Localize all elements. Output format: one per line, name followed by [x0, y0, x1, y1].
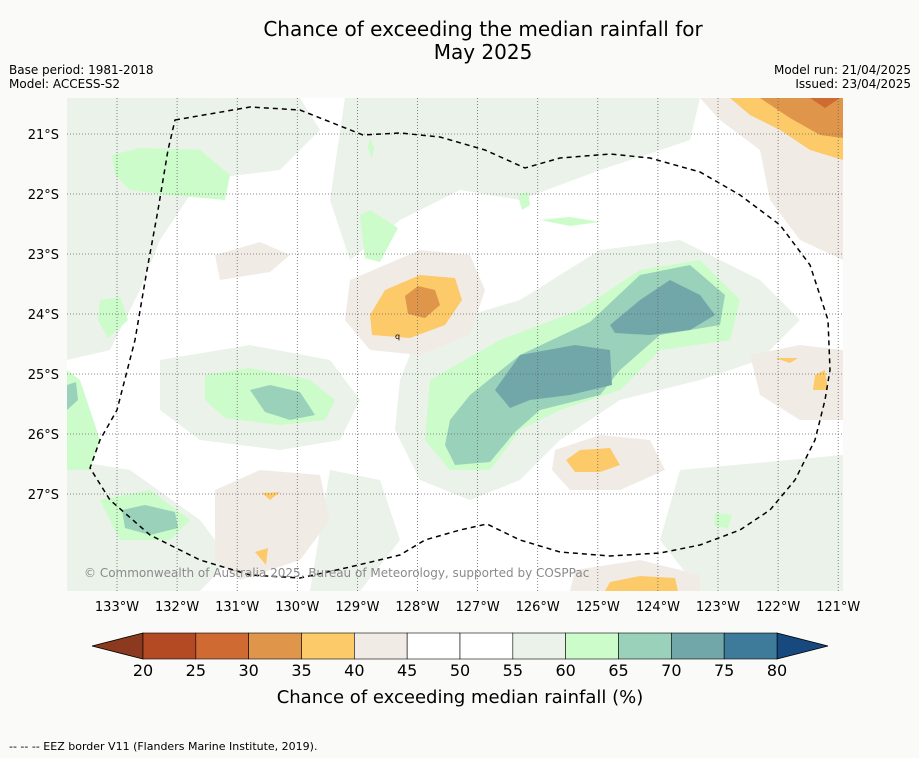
colorbar-swatch	[142, 632, 197, 660]
colorbar-low-extend	[91, 632, 144, 660]
colorbar-tick-label: 80	[767, 661, 787, 680]
lon-label: 132°W	[155, 600, 199, 615]
model-info: Base period: 1981-2018 Model: ACCESS-S2	[9, 63, 154, 91]
colorbar-tick-label: 65	[608, 661, 628, 680]
colorbar-swatch	[354, 632, 408, 660]
lon-label: 124°W	[636, 600, 680, 615]
latitude-labels: 21°S 22°S 23°S 24°S 25°S 26°S 27°S	[28, 128, 59, 503]
colorbar-swatch	[723, 632, 778, 660]
colorbar-swatch	[618, 632, 672, 660]
lon-label: 133°W	[95, 600, 139, 615]
lon-label: 131°W	[215, 600, 259, 615]
colorbar-swatch	[195, 632, 249, 660]
colorbar-swatch	[671, 632, 725, 660]
issued-date: Issued: 23/04/2025	[795, 77, 911, 91]
title-line-1: Chance of exceeding the median rainfall …	[263, 17, 703, 41]
map-title: Chance of exceeding the median rainfall …	[0, 18, 919, 64]
graticule	[67, 98, 843, 591]
lon-label: 128°W	[395, 600, 439, 615]
colorbar-swatch	[406, 632, 461, 660]
contour-30-35	[405, 98, 843, 318]
copyright-text: © Commonwealth of Australia 2025, Bureau…	[84, 566, 589, 580]
colorbar-tick-label: 30	[238, 661, 258, 680]
colorbar-swatch	[248, 632, 302, 660]
colorbar-tick-label: 60	[555, 661, 575, 680]
colorbar-tick-label: 50	[450, 661, 470, 680]
lon-label: 129°W	[335, 600, 379, 615]
title-line-2: May 2025	[433, 40, 533, 64]
colorbar-label: Chance of exceeding median rainfall (%)	[277, 687, 644, 708]
colorbar-tick-label: 35	[291, 661, 311, 680]
lon-label: 123°W	[696, 600, 740, 615]
lon-label: 122°W	[756, 600, 800, 615]
lat-label: 22°S	[28, 188, 59, 203]
model-run-date: Model run: 21/04/2025	[773, 63, 911, 77]
lon-label: 127°W	[456, 600, 500, 615]
lat-label: 23°S	[28, 248, 59, 263]
eez-legend-note: -- -- -- EEZ border V11 (Flanders Marine…	[9, 740, 318, 753]
longitude-labels: 133°W 132°W 131°W 130°W 129°W 128°W 127°W 126°W…	[95, 600, 861, 615]
colorbar-swatch	[301, 632, 355, 660]
forecast-map: q © Commonwealth of Australia 2025, Bure…	[28, 98, 861, 708]
lon-label: 130°W	[275, 600, 319, 615]
map-panel: q	[67, 98, 843, 591]
lat-label: 25°S	[28, 368, 59, 383]
lat-label: 26°S	[28, 428, 59, 443]
colorbar-tick-label: 25	[186, 661, 206, 680]
map-marker-q: q	[395, 332, 400, 341]
colorbar: 20 25 30 35 40 45 50 55 60 65 70 75 80	[91, 632, 829, 680]
colorbar-tick-label: 40	[344, 661, 364, 680]
lon-label: 121°W	[816, 600, 860, 615]
colorbar-swatch	[459, 632, 514, 660]
model-name: Model: ACCESS-S2	[9, 77, 121, 91]
contour-25-30	[810, 98, 840, 108]
colorbar-tick-label: 55	[503, 661, 523, 680]
lon-label: 126°W	[516, 600, 560, 615]
colorbar-swatch	[512, 632, 566, 660]
eez-border-line	[89, 106, 831, 579]
run-info: Model run: 21/04/2025 Issued: 23/04/2025	[774, 63, 911, 91]
colorbar-tick-label: 20	[133, 661, 153, 680]
base-period: Base period: 1981-2018	[9, 63, 154, 77]
colorbar-swatch	[565, 632, 619, 660]
lat-label: 21°S	[28, 128, 59, 143]
lat-label: 24°S	[28, 308, 59, 323]
colorbar-high-extend	[776, 632, 829, 660]
colorbar-tick-label: 45	[397, 661, 417, 680]
lon-label: 125°W	[576, 600, 620, 615]
colorbar-tick-label: 75	[714, 661, 734, 680]
lat-label: 27°S	[28, 488, 59, 503]
contour-70-75	[495, 280, 715, 408]
colorbar-tick-label: 70	[661, 661, 681, 680]
